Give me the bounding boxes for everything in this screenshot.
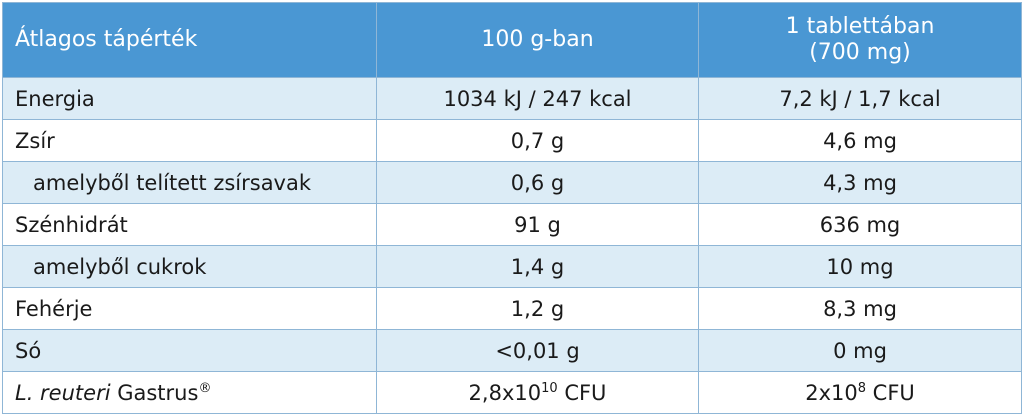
cfu-exponent: 10	[541, 380, 558, 396]
row-value-100g: 1,4 g	[376, 245, 699, 288]
cfu-base: 2x10	[805, 380, 858, 405]
table-row: Só <0,01 g 0 mg	[2, 329, 1022, 372]
table-row: Energia 1034 kJ / 247 kcal 7,2 kJ / 1,7 …	[2, 77, 1022, 120]
table-row: L. reuteri Gastrus® 2,8x1010 CFU 2x108 C…	[2, 371, 1022, 414]
strain-name-rest: Gastrus	[110, 380, 199, 405]
row-label: L. reuteri Gastrus®	[2, 371, 377, 414]
table-row: Zsír 0,7 g 4,6 mg	[2, 119, 1022, 162]
header-nutrient: Átlagos tápérték	[2, 2, 377, 78]
row-label: amelyből cukrok	[2, 245, 377, 288]
cfu-base: 2,8x10	[468, 380, 542, 405]
row-value-tablet: 2x108 CFU	[698, 371, 1022, 414]
row-value-tablet: 8,3 mg	[698, 287, 1022, 330]
header-per-tablet-line2: (700 mg)	[809, 40, 911, 65]
header-row: Átlagos tápérték 100 g-ban 1 tablettában…	[2, 2, 1022, 78]
cfu-exponent: 8	[857, 380, 866, 396]
row-label: Szénhidrát	[2, 203, 377, 246]
table-body: Energia 1034 kJ / 247 kcal 7,2 kJ / 1,7 …	[2, 77, 1022, 414]
row-value-tablet: 4,6 mg	[698, 119, 1022, 162]
row-value-100g: 0,7 g	[376, 119, 699, 162]
table-row: amelyből cukrok 1,4 g 10 mg	[2, 245, 1022, 288]
cfu-unit: CFU	[866, 380, 915, 405]
row-value-tablet: 7,2 kJ / 1,7 kcal	[698, 77, 1022, 120]
row-label: Só	[2, 329, 377, 372]
row-value-tablet: 10 mg	[698, 245, 1022, 288]
nutrition-table: Átlagos tápérték 100 g-ban 1 tablettában…	[2, 2, 1022, 414]
registered-mark: ®	[198, 380, 212, 396]
row-value-100g: 91 g	[376, 203, 699, 246]
header-per-tablet-line1: 1 tablettában	[785, 14, 935, 39]
strain-name-italic: L. reuteri	[15, 380, 111, 405]
row-value-tablet: 636 mg	[698, 203, 1022, 246]
row-value-tablet: 4,3 mg	[698, 161, 1022, 204]
row-value-100g: 1034 kJ / 247 kcal	[376, 77, 699, 120]
table-header: Átlagos tápérték 100 g-ban 1 tablettában…	[2, 2, 1022, 78]
row-value-tablet: 0 mg	[698, 329, 1022, 372]
row-label: Energia	[2, 77, 377, 120]
row-label: Fehérje	[2, 287, 377, 330]
row-value-100g: 2,8x1010 CFU	[376, 371, 699, 414]
row-value-100g: 0,6 g	[376, 161, 699, 204]
header-per-tablet: 1 tablettában (700 mg)	[698, 2, 1022, 78]
table-row: Fehérje 1,2 g 8,3 mg	[2, 287, 1022, 330]
row-value-100g: <0,01 g	[376, 329, 699, 372]
table-row: amelyből telített zsírsavak 0,6 g 4,3 mg	[2, 161, 1022, 204]
cfu-unit: CFU	[557, 380, 607, 405]
table-row: Szénhidrát 91 g 636 mg	[2, 203, 1022, 246]
row-value-100g: 1,2 g	[376, 287, 699, 330]
header-per-100g: 100 g-ban	[376, 2, 699, 78]
row-label: amelyből telített zsírsavak	[2, 161, 377, 204]
row-label: Zsír	[2, 119, 377, 162]
